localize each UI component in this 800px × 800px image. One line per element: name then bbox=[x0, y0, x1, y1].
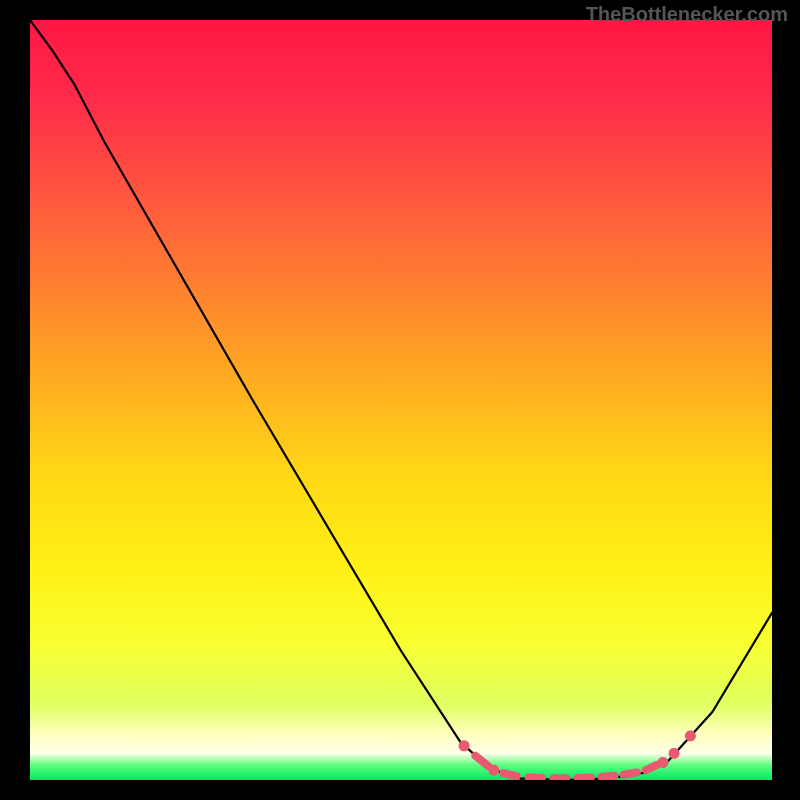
watermark-text: TheBottlenecker.com bbox=[586, 4, 788, 27]
chart-area bbox=[30, 20, 772, 780]
gradient-background bbox=[30, 20, 772, 780]
